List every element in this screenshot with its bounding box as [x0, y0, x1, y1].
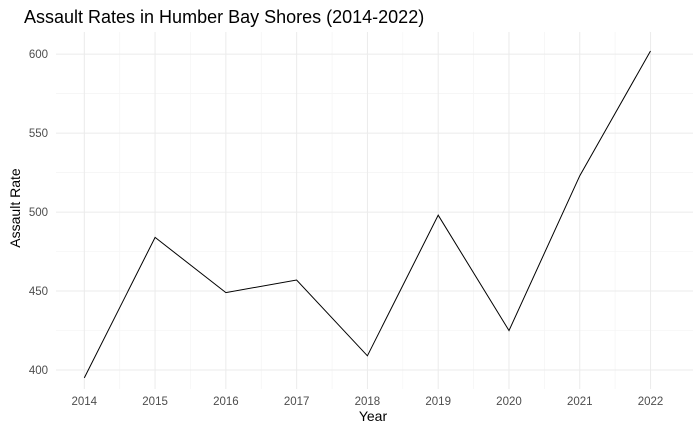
grid	[56, 32, 693, 389]
x-tick-label: 2022	[638, 396, 664, 408]
y-tick-label: 450	[29, 286, 48, 298]
x-tick-label: 2020	[496, 396, 522, 408]
y-tick-label: 400	[29, 365, 48, 377]
series-line	[83, 50, 651, 379]
y-axis-title: Assault Rate	[7, 168, 23, 248]
series-layer	[83, 50, 651, 379]
x-tick-label: 2021	[567, 396, 593, 408]
y-tick-label: 500	[29, 207, 48, 219]
y-tick-label: 550	[29, 128, 48, 140]
x-tick-label: 2014	[72, 396, 98, 408]
x-tick-label: 2016	[213, 396, 239, 408]
x-tick-label: 2019	[425, 396, 451, 408]
x-axis-ticks: 2014 2015 2016 2017 2018 2019 2020 2021 2022	[72, 396, 664, 408]
x-axis-title: Year	[359, 408, 388, 424]
x-tick-label: 2015	[142, 396, 168, 408]
y-axis-ticks: 400 450 500 550 600	[29, 49, 48, 377]
x-tick-label: 2017	[284, 396, 310, 408]
x-tick-label: 2018	[355, 396, 381, 408]
chart-title: Assault Rates in Humber Bay Shores (2014…	[24, 7, 424, 27]
y-tick-label: 600	[29, 49, 48, 61]
